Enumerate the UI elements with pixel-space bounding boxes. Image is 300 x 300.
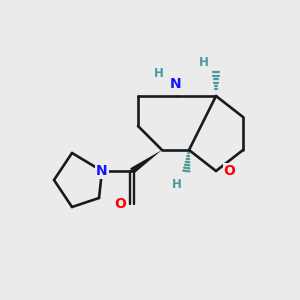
Text: O: O — [114, 197, 126, 211]
Text: H: H — [172, 178, 182, 191]
Text: N: N — [96, 164, 108, 178]
Text: H: H — [154, 67, 164, 80]
Text: N: N — [170, 77, 181, 91]
Text: O: O — [224, 164, 236, 178]
Text: H: H — [199, 56, 209, 70]
Polygon shape — [130, 150, 162, 174]
